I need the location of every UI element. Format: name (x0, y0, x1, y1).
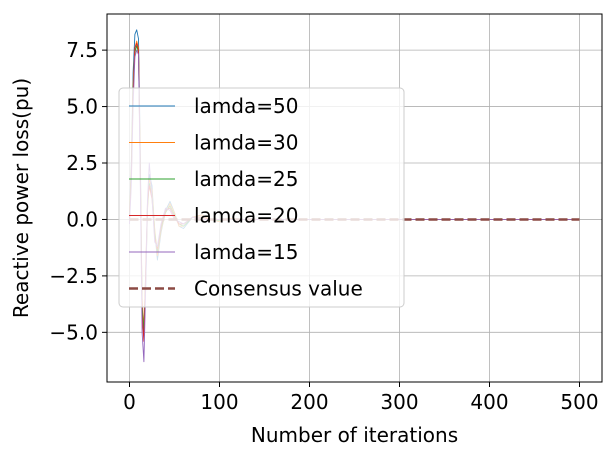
x-tick-label: 100 (200, 390, 238, 414)
legend-label-4: lamda=15 (194, 240, 298, 264)
x-tick-label: 400 (470, 390, 508, 414)
x-tick-label: 200 (290, 390, 328, 414)
plot-area-frame (106, 13, 603, 383)
legend-label-2: lamda=25 (194, 167, 298, 191)
y-axis-label: Reactive power loss(pu) (9, 78, 33, 318)
y-tick-label: 7.5 (66, 38, 98, 62)
legend-box (118, 87, 405, 308)
legend-label-1: lamda=30 (194, 131, 298, 155)
y-tick-label: −5.0 (49, 320, 98, 344)
legend-label-5: Consensus value (194, 277, 363, 301)
x-tick-label: 500 (560, 390, 598, 414)
x-tick-label: 300 (380, 390, 418, 414)
axis-ticks: 0 100 200 300 400 500 −5.0 −2.5 0.0 2.5 5.0 7.5 (49, 38, 598, 414)
y-tick-label: 5.0 (66, 95, 98, 119)
legend-label-3: lamda=20 (194, 204, 298, 228)
y-tick-label: 0.0 (66, 207, 98, 231)
x-tick-label: 0 (123, 390, 136, 414)
legend-label-0: lamda=50 (194, 94, 298, 118)
x-axis-label: Number of iterations (251, 423, 458, 447)
y-tick-label: 2.5 (66, 151, 98, 175)
legend: lamda=50 lamda=30 lamda=25 lamda=20 lamda=15… (118, 87, 405, 308)
y-tick-label: −2.5 (49, 264, 98, 288)
